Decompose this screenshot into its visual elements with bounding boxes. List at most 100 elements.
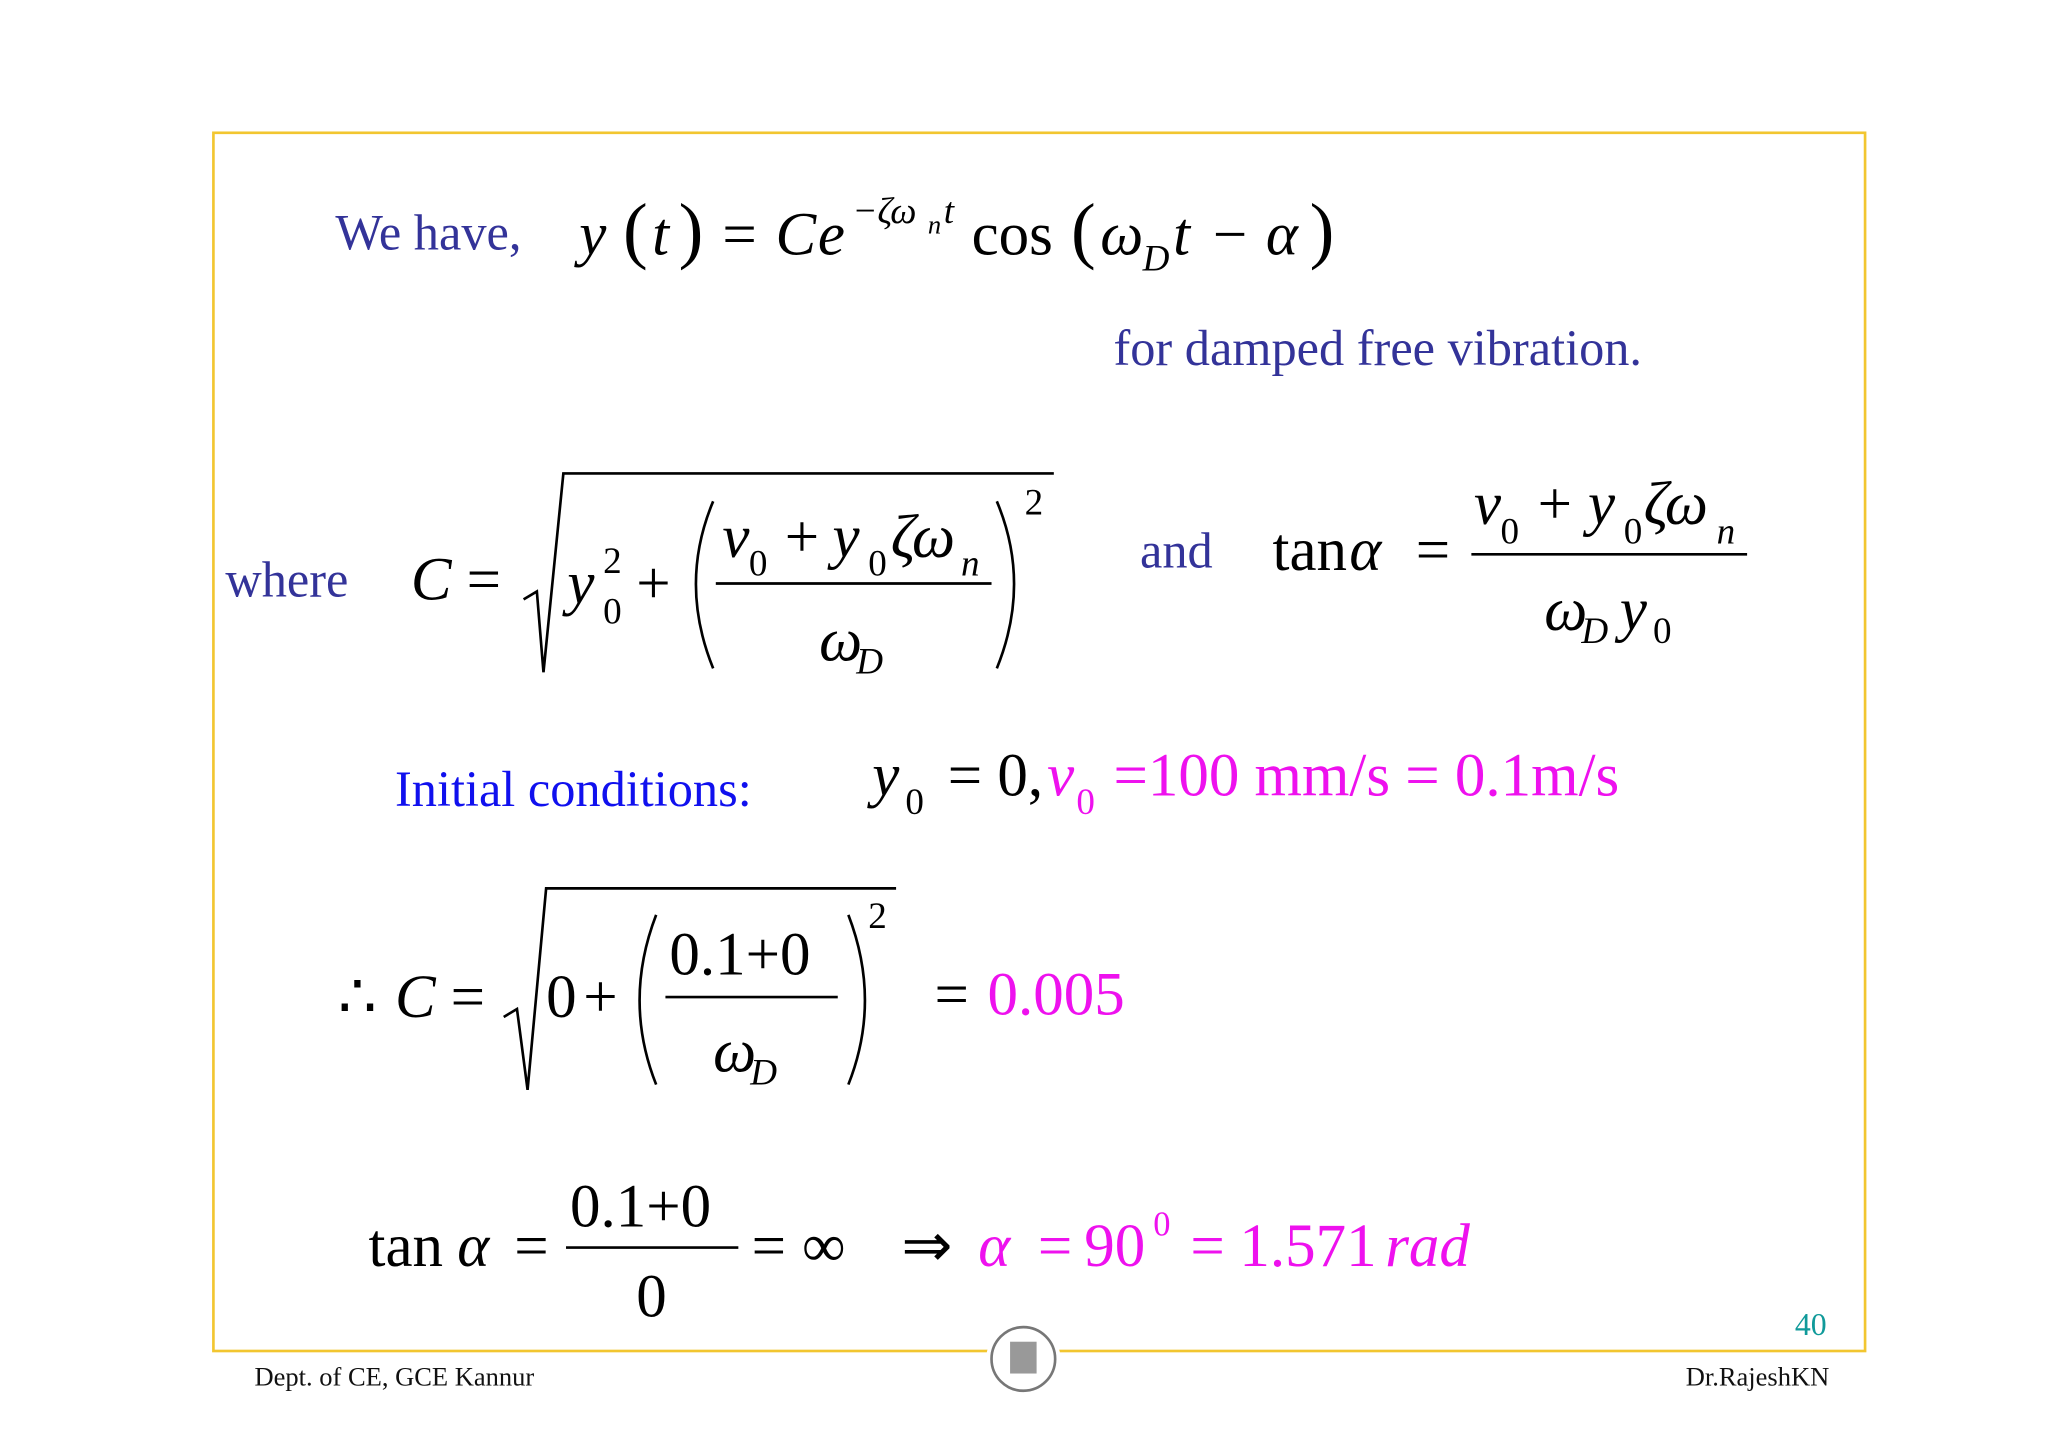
math-symbol: ω bbox=[1100, 202, 1143, 269]
math-symbol: + bbox=[583, 964, 617, 1031]
math-symbol: t bbox=[944, 191, 956, 232]
math-symbol: y bbox=[1614, 577, 1648, 644]
math-symbol: α bbox=[978, 1213, 1012, 1280]
math-symbol: 0 bbox=[749, 544, 768, 585]
paren bbox=[995, 500, 1016, 669]
math-symbol: 1.571 bbox=[1239, 1213, 1376, 1280]
math-symbol: 0 bbox=[1624, 512, 1643, 553]
math-symbol: ∞ bbox=[802, 1213, 845, 1280]
math-shapes bbox=[503, 472, 1748, 1249]
intro-text: We have, bbox=[335, 204, 521, 260]
math-symbol: α bbox=[1349, 517, 1383, 584]
math-symbol: ⇒ bbox=[901, 1213, 952, 1280]
math-symbol: = bbox=[467, 546, 501, 613]
math-symbol: 0.1+0 bbox=[669, 922, 810, 989]
math-symbol: tan bbox=[369, 1213, 443, 1280]
and-text: and bbox=[1140, 523, 1213, 579]
math-symbol: 2 bbox=[1025, 483, 1044, 524]
note-text: for damped free vibration. bbox=[1113, 320, 1642, 376]
logo-building bbox=[1010, 1341, 1037, 1374]
math-symbol: v bbox=[1474, 471, 1502, 538]
math-symbol: tan bbox=[1273, 517, 1347, 584]
math-symbol: ω bbox=[819, 607, 862, 674]
math-symbol: e bbox=[818, 202, 845, 269]
math-symbol: 0 bbox=[603, 591, 622, 632]
math-symbol: = bbox=[935, 961, 969, 1028]
math-symbol: v bbox=[722, 504, 750, 571]
math-symbol: = bbox=[1190, 1213, 1224, 1280]
math-symbol: t bbox=[652, 202, 671, 269]
math-symbol: 0 bbox=[868, 544, 887, 585]
math-symbol: 0 bbox=[1153, 1206, 1170, 1244]
math-symbol: y bbox=[561, 550, 595, 617]
math-symbol: D bbox=[749, 1053, 777, 1094]
math-symbol: n bbox=[961, 544, 980, 585]
math-symbol: + bbox=[785, 504, 819, 571]
math-symbol: = bbox=[514, 1213, 548, 1280]
math-symbol: y bbox=[1582, 471, 1616, 538]
math-symbol: D bbox=[1580, 611, 1608, 652]
footer-left: Dept. of CE, GCE Kannur bbox=[255, 1361, 535, 1391]
math-symbol: 0.005 bbox=[988, 961, 1125, 1028]
math-symbol: D bbox=[1142, 239, 1170, 280]
paren bbox=[638, 914, 658, 1086]
math-symbol: − bbox=[1213, 202, 1247, 269]
math-symbol: y bbox=[866, 743, 900, 810]
math-symbol: ω bbox=[713, 1018, 756, 1085]
math-symbol: =100 mm/s = 0.1m/s bbox=[1113, 743, 1619, 810]
math-symbol: α bbox=[1266, 202, 1300, 269]
page-number: 40 bbox=[1795, 1307, 1827, 1342]
math-symbol: ζω bbox=[891, 504, 955, 571]
math-symbol: cos bbox=[972, 202, 1053, 269]
math-symbol: ω bbox=[1544, 577, 1587, 644]
initial-label: Initial conditions: bbox=[395, 761, 752, 817]
math-symbol: ζω bbox=[1644, 471, 1708, 538]
math-symbol: n bbox=[1717, 512, 1736, 553]
math-symbol: 0 bbox=[1501, 512, 1520, 553]
math-symbol: 0.1+0 bbox=[570, 1173, 711, 1240]
math-symbol: = bbox=[451, 964, 485, 1031]
math-symbol: + bbox=[1538, 471, 1572, 538]
where-text: where bbox=[225, 552, 348, 608]
math-symbol: C bbox=[395, 964, 437, 1031]
math-symbol: 0 bbox=[905, 782, 924, 823]
math-symbol: −ζω bbox=[852, 191, 916, 232]
math-symbol: = bbox=[752, 1213, 786, 1280]
footer-right: Dr.RajeshKN bbox=[1686, 1361, 1830, 1391]
math-symbol: ( bbox=[1071, 190, 1096, 272]
math-symbol: C bbox=[775, 202, 817, 269]
math-symbol: 0 bbox=[636, 1264, 666, 1331]
math-symbol: = bbox=[722, 202, 756, 269]
math-symbol: + bbox=[636, 550, 670, 617]
paren bbox=[694, 500, 715, 669]
math-symbol: D bbox=[855, 642, 883, 683]
math-symbol: = bbox=[1038, 1213, 1072, 1280]
math-symbol: 2 bbox=[868, 896, 887, 937]
math-symbol: ∴ bbox=[338, 964, 377, 1031]
logo-ring bbox=[990, 1325, 1057, 1393]
math-symbol: C bbox=[411, 546, 453, 613]
logo bbox=[986, 1321, 1061, 1397]
math-symbol: = 0, bbox=[948, 743, 1043, 810]
math-symbol: 90 bbox=[1084, 1213, 1145, 1280]
math-symbol: 0 bbox=[1653, 611, 1672, 652]
radical bbox=[503, 887, 897, 1091]
math-symbol: ( bbox=[623, 190, 648, 272]
math-symbol: t bbox=[1173, 202, 1192, 269]
math-symbol: 2 bbox=[603, 541, 622, 582]
math-symbol: rad bbox=[1385, 1213, 1470, 1280]
math-symbol: v bbox=[1047, 743, 1075, 810]
radical bbox=[522, 472, 1054, 673]
math-symbol: n bbox=[928, 210, 941, 240]
math-symbol: ) bbox=[679, 190, 704, 272]
paren bbox=[847, 914, 867, 1086]
math-symbol: 0 bbox=[1076, 782, 1095, 823]
math-symbol: 0 bbox=[546, 964, 576, 1031]
math-symbol: y bbox=[826, 504, 860, 571]
math-symbol: α bbox=[457, 1213, 491, 1280]
math-symbol: ) bbox=[1310, 190, 1335, 272]
math-symbol: = bbox=[1416, 517, 1450, 584]
math-symbol: y bbox=[573, 202, 607, 269]
